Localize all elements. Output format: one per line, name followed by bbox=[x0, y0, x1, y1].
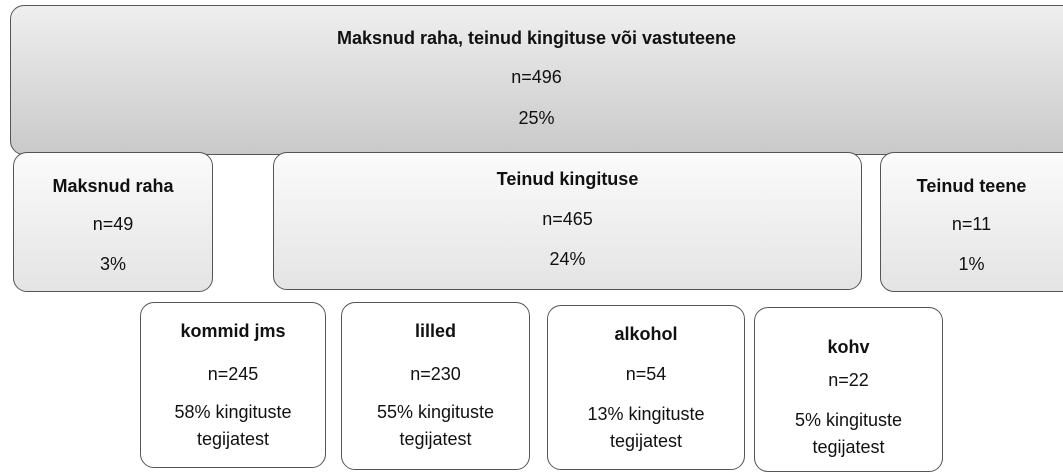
box-pct: 13% kingituste tegijatest bbox=[587, 404, 705, 451]
box-label: Maksnud raha, teinud kingituse või vastu… bbox=[336, 28, 737, 48]
bottom-box: kommid jms n=245 58% kingituste tegijate… bbox=[140, 302, 326, 468]
box-label: kommid jms bbox=[180, 321, 286, 341]
box-label: Teinud teene bbox=[916, 176, 1027, 196]
box-pct: 55% kingituste tegijatest bbox=[376, 402, 495, 449]
top-box: Maksnud raha, teinud kingituse või vastu… bbox=[10, 5, 1063, 155]
bottom-box: lilled n=230 55% kingituste tegijatest bbox=[341, 302, 530, 470]
box-n: n=54 bbox=[625, 364, 667, 384]
box-pct: 1% bbox=[958, 254, 985, 274]
middle-box: Teinud teene n=11 1% bbox=[880, 152, 1063, 292]
box-n: n=465 bbox=[542, 209, 593, 229]
box-label: Teinud kingituse bbox=[496, 169, 639, 189]
middle-box: Maksnud raha n=49 3% bbox=[13, 152, 213, 292]
box-label: kohv bbox=[827, 337, 870, 357]
box-label: lilled bbox=[414, 321, 456, 341]
box-pct: 24% bbox=[549, 249, 586, 269]
bottom-box: kohv n=22 5% kingituste tegijatest bbox=[754, 307, 943, 472]
box-label: Maksnud raha bbox=[52, 176, 174, 196]
box-n: n=11 bbox=[951, 214, 992, 234]
box-pct: 58% kingituste tegijatest bbox=[174, 402, 292, 449]
box-n: n=496 bbox=[511, 67, 562, 87]
box-n: n=230 bbox=[410, 364, 461, 384]
box-pct: 5% kingituste tegijatest bbox=[794, 410, 903, 457]
bottom-box: alkohol n=54 13% kingituste tegijatest bbox=[547, 305, 745, 470]
middle-box: Teinud kingituse n=465 24% bbox=[273, 152, 862, 290]
box-pct: 3% bbox=[99, 254, 126, 274]
box-n: n=22 bbox=[828, 370, 869, 390]
box-pct: 25% bbox=[518, 108, 555, 128]
box-n: n=49 bbox=[92, 214, 134, 234]
box-n: n=245 bbox=[207, 364, 259, 384]
box-label: alkohol bbox=[614, 324, 678, 344]
